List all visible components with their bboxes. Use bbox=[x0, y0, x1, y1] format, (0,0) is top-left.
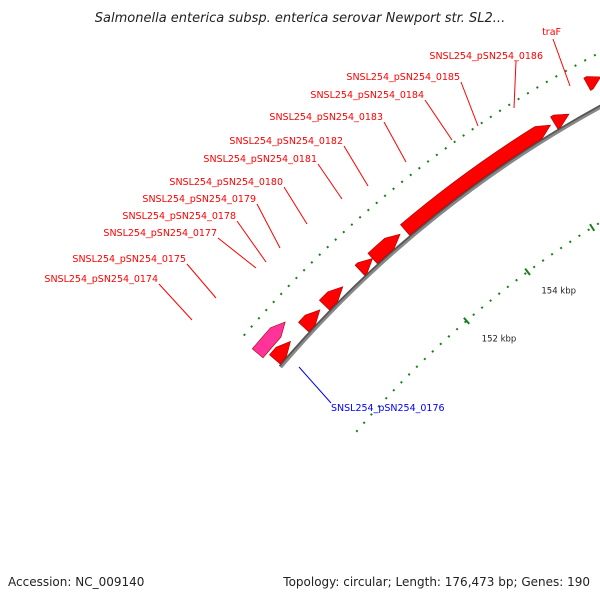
gene-label: SNSL254_pSN254_0184 bbox=[310, 90, 424, 101]
gene-label-leader bbox=[186, 263, 217, 299]
gene-label-leader bbox=[343, 145, 369, 187]
gene-arrow-9 bbox=[583, 76, 600, 91]
gene-label: SNSL254_pSN254_0176 bbox=[331, 403, 445, 414]
gene-features bbox=[251, 76, 600, 365]
gene-label: SNSL254_pSN254_0182 bbox=[229, 136, 343, 147]
gene-label: SNSL254_pSN254_0179 bbox=[142, 194, 256, 205]
map-title: Salmonella enterica subsp. enterica sero… bbox=[95, 11, 505, 26]
tick-mark-1 bbox=[463, 317, 470, 325]
tick-mark-2 bbox=[524, 268, 531, 276]
gene-arrow-2 bbox=[269, 340, 291, 365]
gene-label: SNSL254_pSN254_0186 bbox=[429, 51, 543, 62]
topology-summary: Topology: circular; Length: 176,473 bp; … bbox=[282, 575, 590, 589]
gene-labels: SNSL254_pSN254_0174 SNSL254_pSN254_0175 SN… bbox=[44, 27, 571, 414]
gene-arrow-7 bbox=[400, 124, 552, 236]
backbone-line bbox=[280, 106, 600, 369]
accession-text: Accession: NC_009140 bbox=[8, 575, 144, 589]
gene-label-leader bbox=[552, 38, 571, 87]
plasmid-backbone bbox=[278, 104, 600, 369]
gene-arrow-1 bbox=[251, 321, 286, 359]
gene-label: SNSL254_pSN254_0185 bbox=[346, 72, 460, 83]
gene-label: SNSL254_pSN254_0180 bbox=[169, 177, 283, 188]
outer-dotted-ring bbox=[243, 51, 600, 337]
gene-arrow-5 bbox=[354, 258, 374, 276]
gene-label: SNSL254_pSN254_0181 bbox=[203, 154, 317, 165]
gene-label-leader bbox=[158, 283, 193, 321]
gene-label-leader bbox=[256, 203, 281, 249]
gene-label-leader bbox=[317, 163, 343, 200]
gene-label: SNSL254_pSN254_0174 bbox=[44, 274, 158, 285]
gene-label: traF bbox=[542, 27, 561, 38]
gene-label-leader bbox=[298, 366, 332, 404]
gene-arrow-6 bbox=[367, 233, 401, 265]
gene-label-leader bbox=[513, 60, 517, 109]
tick-label: 154 kbp bbox=[541, 287, 576, 297]
gene-label: SNSL254_pSN254_0178 bbox=[122, 211, 236, 222]
gene-label-leader bbox=[236, 220, 267, 263]
gene-label-leader bbox=[460, 81, 479, 127]
gene-label-leader bbox=[383, 121, 407, 163]
gene-arrow-3 bbox=[298, 309, 321, 333]
tick-mark-3 bbox=[589, 223, 596, 232]
gene-arrow-8 bbox=[550, 113, 570, 130]
gene-label-leader bbox=[217, 237, 257, 269]
gene-label-leader bbox=[424, 99, 453, 141]
tick-label: 152 kbp bbox=[482, 334, 517, 344]
gene-label: SNSL254_pSN254_0183 bbox=[269, 112, 383, 123]
dotted-scale-rings bbox=[243, 51, 600, 433]
gene-label: SNSL254_pSN254_0177 bbox=[103, 228, 217, 239]
gene-arrow-4 bbox=[318, 286, 344, 311]
gene-label-leader bbox=[283, 186, 308, 225]
gene-label: SNSL254_pSN254_0175 bbox=[72, 254, 186, 265]
